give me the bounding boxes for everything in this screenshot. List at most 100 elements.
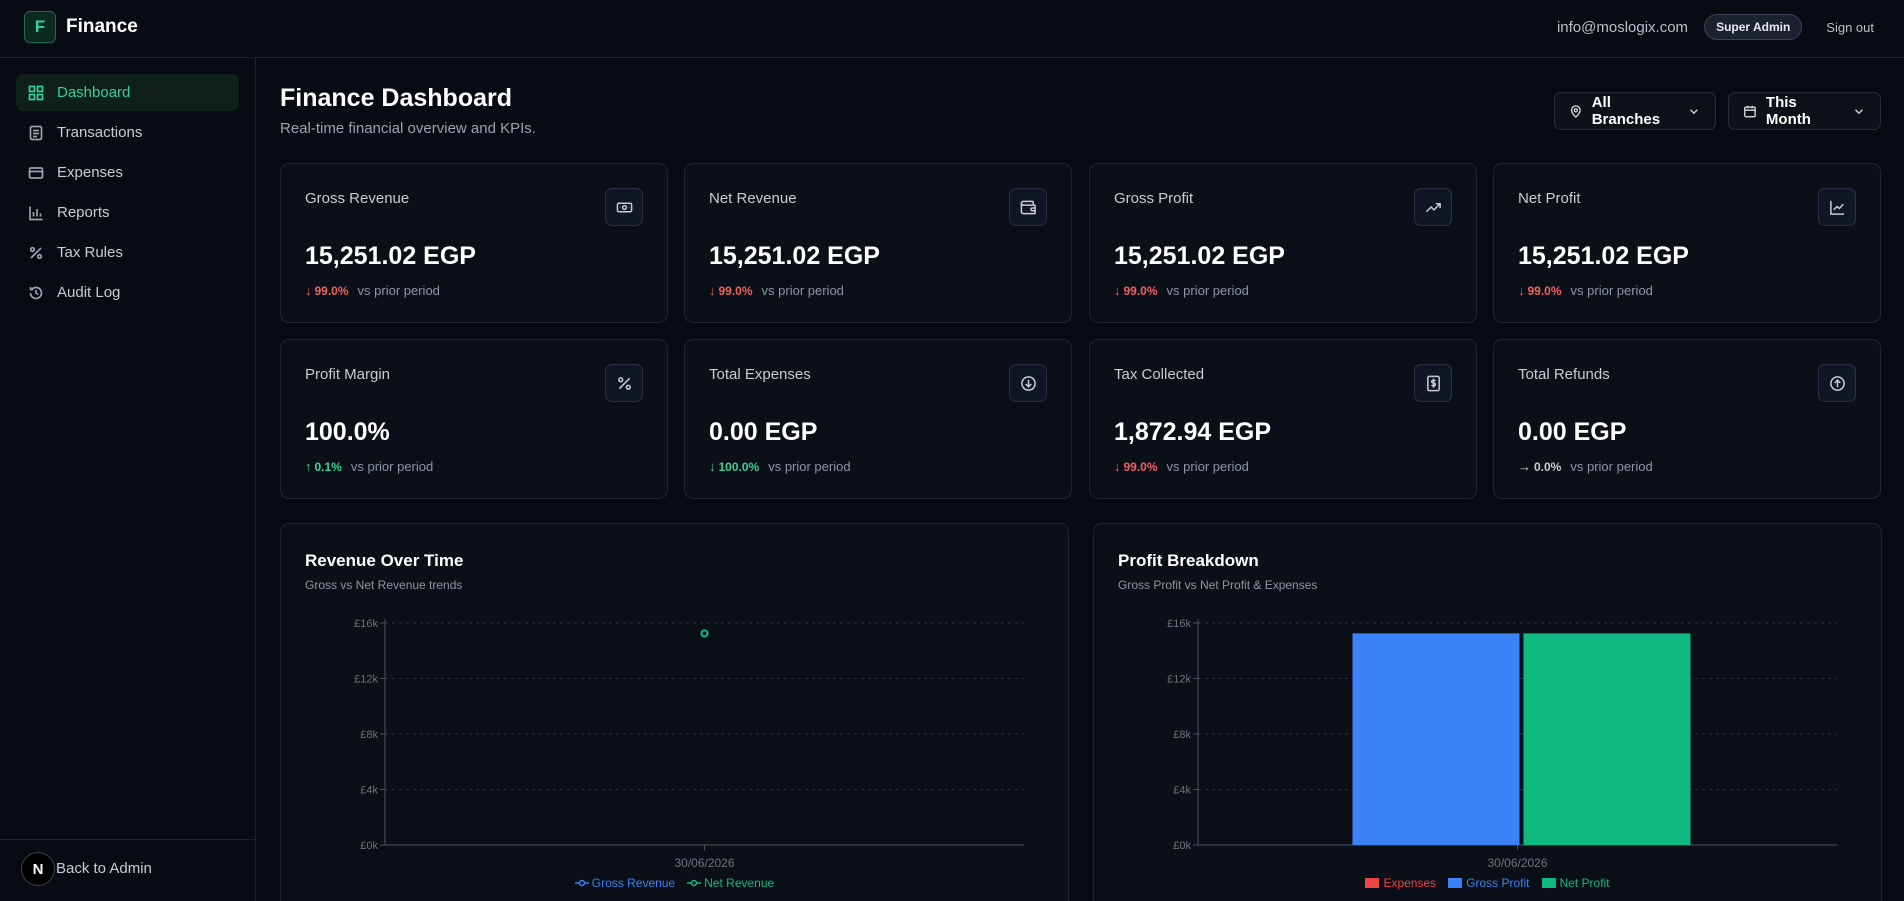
y-tick-label: £8k <box>1173 729 1191 741</box>
sidebar-item-audit-log[interactable]: Audit Log <box>16 274 239 311</box>
kpi-delta-value: 99.0% <box>718 283 753 298</box>
sidebar-item-label: Dashboard <box>57 84 131 101</box>
app-logo: F <box>24 11 56 43</box>
arrow-down-icon: ↓ <box>709 283 716 298</box>
receipt-icon <box>29 125 43 140</box>
kpi-title: Gross Revenue <box>305 190 410 207</box>
kpi-value: 15,251.02 EGP <box>709 242 880 270</box>
kpi-card-net-revenue: Net Revenue 15,251.02 EGP ↓ 99.0% vs prior… <box>684 163 1072 323</box>
user-area: info@moslogix.com Super Admin Sign out <box>1557 14 1874 40</box>
chart-subtitle: Gross Profit vs Net Profit & Expenses <box>1118 578 1318 592</box>
period-select[interactable]: This Month <box>1728 92 1881 130</box>
kpi-delta: ↓ 100.0% vs prior period <box>709 459 851 474</box>
kpi-value: 15,251.02 EGP <box>1518 242 1689 270</box>
sidebar-item-label: Reports <box>57 204 110 221</box>
kpi-delta: ↓ 99.0% vs prior period <box>1114 283 1249 298</box>
sidebar-item-label: Expenses <box>57 164 123 181</box>
chart-legend: Expenses Gross Profit Net Profit <box>1094 876 1881 890</box>
kpi-delta: ↓ 99.0% vs prior period <box>1518 283 1653 298</box>
percent-icon <box>29 246 43 259</box>
y-tick-label: £16k <box>1167 618 1191 630</box>
legend-swatch-icon <box>1541 878 1556 888</box>
y-tick-label: £0k <box>360 840 378 852</box>
arrow-down-icon: ↓ <box>1518 283 1525 298</box>
sidebar-item-reports[interactable]: Reports <box>16 194 239 231</box>
sign-out-button[interactable]: Sign out <box>1826 19 1874 35</box>
kpi-value: 0.00 EGP <box>709 418 818 446</box>
kpi-card-tax-collected: Tax Collected 1,872.94 EGP ↓ 99.0% vs prio… <box>1089 339 1477 499</box>
legend-swatch-icon <box>1365 878 1380 888</box>
kpi-title: Profit Margin <box>305 366 391 383</box>
role-badge: Super Admin <box>1704 14 1803 40</box>
period-select-value: This Month <box>1765 94 1811 128</box>
line-chart-icon <box>1818 188 1856 226</box>
legend-item-expenses[interactable]: Expenses <box>1365 876 1436 890</box>
branch-select[interactable]: All Branches <box>1554 92 1716 130</box>
y-tick-label: £8k <box>360 729 378 741</box>
revenue-line-chart: £0k £4k £8k £12k £16k 30/06/2026 <box>354 618 1024 870</box>
sidebar-footer: N Back to Admin <box>0 839 255 901</box>
legend-item-net-revenue[interactable]: Net Revenue <box>687 876 774 890</box>
bar-chart-icon <box>29 206 43 220</box>
wallet-icon <box>1009 188 1047 226</box>
avatar[interactable]: N <box>21 852 55 886</box>
y-tick-label: £4k <box>360 785 378 797</box>
legend-label: Gross Profit <box>1466 876 1530 890</box>
legend-item-net-profit[interactable]: Net Profit <box>1541 876 1610 890</box>
kpi-delta-value: 99.0% <box>1123 459 1158 474</box>
trending-up-icon <box>1414 188 1452 226</box>
top-bar: F Finance info@moslogix.com Super Admin … <box>0 0 1904 58</box>
kpi-card-net-profit: Net Profit 15,251.02 EGP ↓ 99.0% vs prior … <box>1493 163 1881 323</box>
sidebar-item-expenses[interactable]: Expenses <box>16 154 239 191</box>
x-tick-label: 30/06/2026 <box>1487 856 1547 870</box>
kpi-delta-note: vs prior period <box>1570 459 1653 474</box>
arrow-down-icon: ↓ <box>1114 459 1121 474</box>
chart-title: Profit Breakdown <box>1118 551 1259 570</box>
legend-item-gross-profit[interactable]: Gross Profit <box>1448 876 1530 890</box>
kpi-title: Tax Collected <box>1114 366 1205 383</box>
brand[interactable]: F Finance <box>24 11 138 43</box>
legend-item-gross-revenue[interactable]: Gross Revenue <box>574 876 676 890</box>
chart-title: Revenue Over Time <box>305 551 464 570</box>
credit-card-icon <box>28 166 44 179</box>
sidebar-item-label: Audit Log <box>57 284 121 301</box>
back-to-admin-link[interactable]: Back to Admin <box>56 860 152 877</box>
kpi-card-total-refunds: Total Refunds 0.00 EGP → 0.0% vs prior per… <box>1493 339 1881 499</box>
sidebar-item-transactions[interactable]: Transactions <box>16 114 239 151</box>
kpi-value: 100.0% <box>305 418 390 446</box>
bar-net-profit <box>1523 633 1691 845</box>
kpi-delta-value: 100.0% <box>718 459 760 474</box>
kpi-title: Net Revenue <box>709 190 797 207</box>
kpi-delta: ↓ 99.0% vs prior period <box>1114 459 1249 474</box>
sidebar-item-dashboard[interactable]: Dashboard <box>16 74 239 111</box>
kpi-card-gross-revenue: Gross Revenue 15,251.02 EGP ↓ 99.0% vs pri… <box>280 163 668 323</box>
arrow-up-circle-icon <box>1818 364 1856 402</box>
kpi-value: 15,251.02 EGP <box>1114 242 1285 270</box>
kpi-delta-value: 0.1% <box>314 459 342 474</box>
banknote-icon <box>605 188 643 226</box>
bar-gross-profit <box>1352 633 1520 845</box>
legend-label: Gross Revenue <box>591 876 676 890</box>
chart-subtitle: Gross vs Net Revenue trends <box>305 578 463 592</box>
chevron-down-icon <box>1855 108 1864 114</box>
revenue-chart-card: Revenue Over Time Gross vs Net Revenue t… <box>280 523 1069 901</box>
legend-label: Net Profit <box>1559 876 1610 890</box>
kpi-delta-value: 99.0% <box>1527 283 1562 298</box>
kpi-value: 15,251.02 EGP <box>305 242 476 270</box>
kpi-delta-value: 99.0% <box>1123 283 1158 298</box>
dashboard-icon <box>28 85 44 100</box>
arrow-down-icon: ↓ <box>709 459 716 474</box>
kpi-delta-note: vs prior period <box>1166 283 1249 298</box>
profit-chart-card: Profit Breakdown Gross Profit vs Net Pro… <box>1093 523 1882 901</box>
legend-swatch-icon <box>1448 878 1463 888</box>
branch-select-value: All Branches <box>1591 94 1661 128</box>
y-tick-label: £12k <box>354 674 378 686</box>
kpi-card-total-expenses: Total Expenses 0.00 EGP ↓ 100.0% vs prior … <box>684 339 1072 499</box>
arrow-down-icon: ↓ <box>1114 283 1121 298</box>
kpi-delta-note: vs prior period <box>768 459 851 474</box>
chevron-down-icon <box>1690 108 1699 114</box>
sidebar-item-tax-rules[interactable]: Tax Rules <box>16 234 239 271</box>
app-name: Finance <box>66 16 138 37</box>
kpi-delta: ↓ 99.0% vs prior period <box>709 283 844 298</box>
kpi-delta-value: 0.0% <box>1534 459 1562 474</box>
